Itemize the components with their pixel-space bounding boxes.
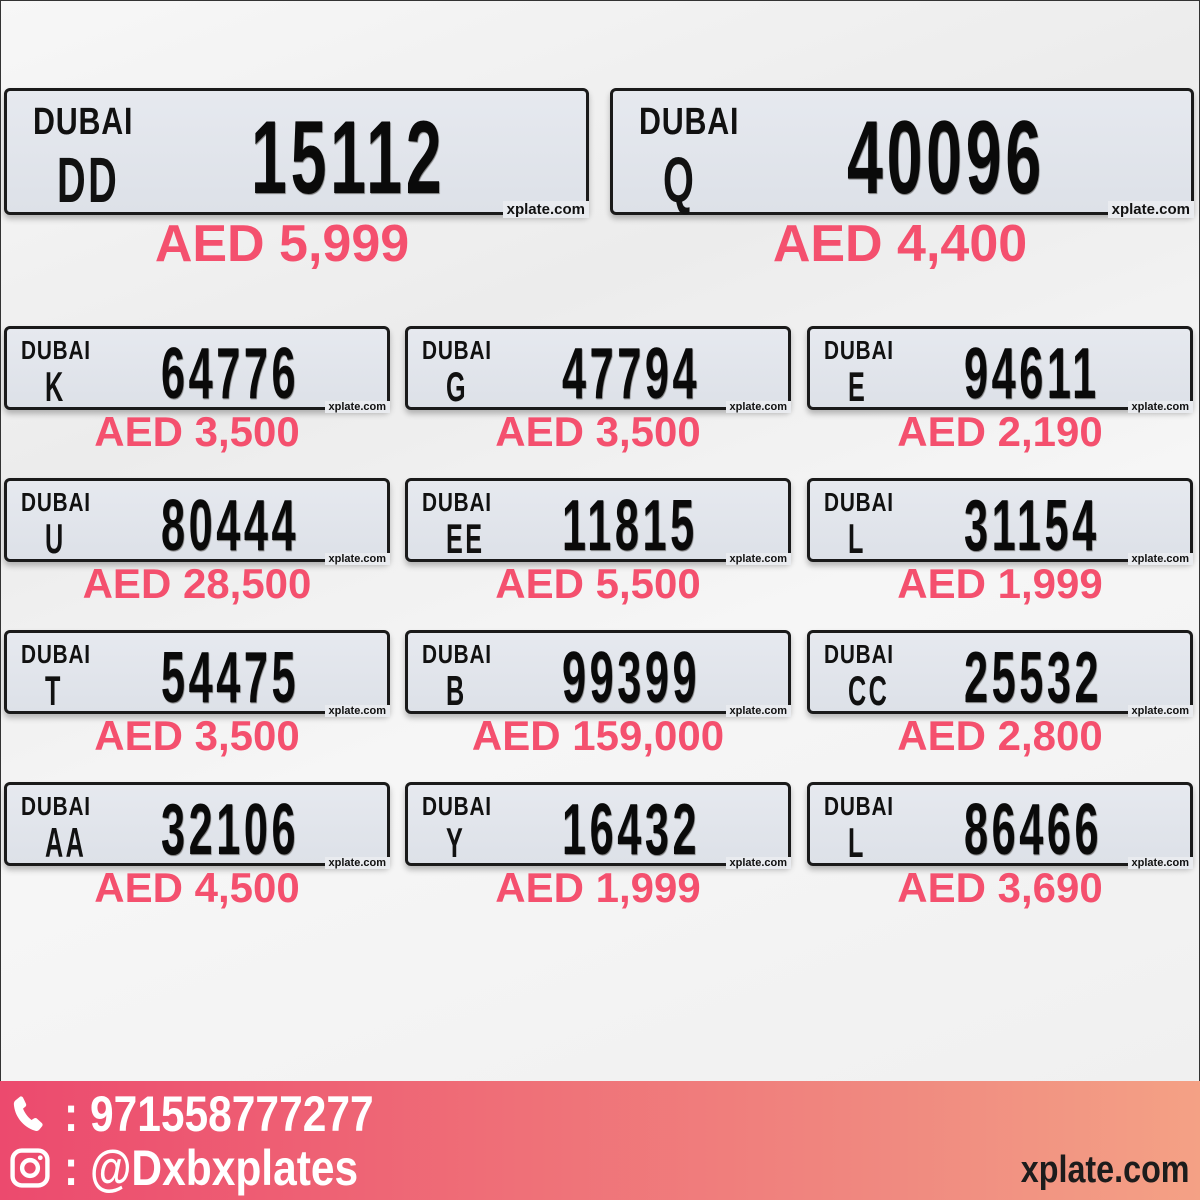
plate-number: 32106 <box>161 790 300 870</box>
plate-number: 16432 <box>562 790 701 870</box>
plate[interactable]: DUBAI T 54475 xplate.com <box>4 630 390 718</box>
plate[interactable]: DUBAI EE 11815 xplate.com <box>405 478 791 566</box>
plate[interactable]: DUBAI G 47794 xplate.com <box>405 326 791 414</box>
plate[interactable]: DUBAI CC 25532 xplate.com <box>807 630 1193 718</box>
plate-watermark: xplate.com <box>1107 201 1194 218</box>
plate-code: AA <box>45 819 87 866</box>
plate-code: EE <box>446 515 485 562</box>
plate-watermark: xplate.com <box>725 401 791 413</box>
plate-price: AED 5,500 <box>495 560 701 607</box>
dubai-label: DUBAI <box>639 101 740 143</box>
plate[interactable]: DUBAI L 31154 xplate.com <box>807 478 1193 566</box>
phone-number[interactable]: : 971558777277 <box>64 1085 374 1143</box>
plate-number: 94611 <box>964 334 1100 414</box>
footer-site[interactable]: xplate.com <box>1021 1149 1190 1191</box>
plate-number: 86466 <box>964 790 1103 870</box>
plate-watermark: xplate.com <box>1127 705 1193 717</box>
separator: : <box>64 1140 79 1196</box>
separator: : <box>64 1086 79 1142</box>
plate[interactable]: DUBAI U 80444 xplate.com <box>4 478 390 566</box>
dubai-label: DUBAI <box>21 487 91 517</box>
plate[interactable]: DUBAI L 86466 xplate.com <box>807 782 1193 870</box>
plate-price: AED 4,500 <box>94 864 300 911</box>
plate-code: Y <box>446 819 466 866</box>
dubai-label: DUBAI <box>824 791 894 821</box>
featured-plate[interactable]: DUBAI Q 40096 xplate.com <box>610 88 1194 218</box>
plate-watermark: xplate.com <box>725 857 791 869</box>
phone-value: 971558777277 <box>89 1086 374 1142</box>
plate-code: G <box>446 363 469 410</box>
plate[interactable]: DUBAI AA 32106 xplate.com <box>4 782 390 870</box>
instagram-row: : @Dxbxplates <box>8 1139 410 1197</box>
plate-watermark: xplate.com <box>725 553 791 565</box>
plate-watermark: xplate.com <box>324 553 390 565</box>
plate-number: 64776 <box>161 334 300 414</box>
dubai-label: DUBAI <box>824 487 894 517</box>
plate-watermark: xplate.com <box>324 705 390 717</box>
dubai-label: DUBAI <box>422 639 492 669</box>
plate-price: AED 4,400 <box>772 215 1028 273</box>
plate[interactable]: DUBAI Y 16432 xplate.com <box>405 782 791 870</box>
dubai-label: DUBAI <box>824 335 894 365</box>
plate-number: 80444 <box>161 486 300 566</box>
plate-price: AED 3,500 <box>94 712 300 759</box>
plate-watermark: xplate.com <box>324 857 390 869</box>
dubai-label: DUBAI <box>33 101 134 143</box>
instagram-icon <box>10 1148 50 1188</box>
plate-code: DD <box>57 144 120 216</box>
plate-number: 11815 <box>562 486 698 566</box>
plate-number: 40096 <box>847 100 1045 216</box>
plate-price: AED 1,999 <box>495 864 701 911</box>
plate[interactable]: DUBAI E 94611 xplate.com <box>807 326 1193 414</box>
plate-price: AED 3,690 <box>897 864 1103 911</box>
plate-price: AED 159,000 <box>471 712 725 759</box>
plate-price: AED 28,500 <box>82 560 312 607</box>
phone-icon <box>13 1096 43 1132</box>
plate-price: AED 2,800 <box>897 712 1103 759</box>
dubai-label: DUBAI <box>21 639 91 669</box>
plate-code: B <box>446 667 467 714</box>
plate-price: AED 1,999 <box>897 560 1103 607</box>
plate-code: U <box>45 515 66 562</box>
instagram-value: @Dxbxplates <box>89 1140 359 1196</box>
plate-code: L <box>848 515 866 562</box>
plate-price: AED 5,999 <box>154 215 410 273</box>
plate-number: 99399 <box>562 638 701 718</box>
plate-number: 54475 <box>161 638 300 718</box>
plate-watermark: xplate.com <box>1127 553 1193 565</box>
plate-code: K <box>45 363 66 410</box>
dubai-label: DUBAI <box>422 791 492 821</box>
instagram-handle[interactable]: : @Dxbxplates <box>64 1139 358 1197</box>
dubai-label: DUBAI <box>21 791 91 821</box>
dubai-label: DUBAI <box>422 487 492 517</box>
plate-watermark: xplate.com <box>1127 857 1193 869</box>
plate-number: 31154 <box>964 486 1100 566</box>
plate-watermark: xplate.com <box>324 401 390 413</box>
plate-code: Q <box>663 144 697 216</box>
plate-price: AED 3,500 <box>495 408 701 455</box>
plate-watermark: xplate.com <box>725 705 791 717</box>
phone-row: : 971558777277 <box>8 1085 428 1143</box>
featured-plate[interactable]: DUBAI DD 15112 xplate.com <box>4 88 589 218</box>
plate-watermark: xplate.com <box>1127 401 1193 413</box>
plate-number: 47794 <box>562 334 701 414</box>
plate[interactable]: DUBAI K 64776 xplate.com <box>4 326 390 414</box>
plate-number: 15112 <box>251 100 446 216</box>
plate-code: L <box>848 819 866 866</box>
plate-watermark: xplate.com <box>502 201 589 218</box>
plate-code: E <box>848 363 868 410</box>
dubai-label: DUBAI <box>422 335 492 365</box>
contact-footer: : 971558777277 : @Dxbxplates xplate.com <box>0 1081 1200 1200</box>
plate-price: AED 2,190 <box>897 408 1103 455</box>
plate-number: 25532 <box>964 638 1103 718</box>
plate-price: AED 3,500 <box>94 408 300 455</box>
dubai-label: DUBAI <box>21 335 91 365</box>
dubai-label: DUBAI <box>824 639 894 669</box>
plate[interactable]: DUBAI B 99399 xplate.com <box>405 630 791 718</box>
plate-code: CC <box>848 667 890 714</box>
plate-code: T <box>45 667 63 714</box>
